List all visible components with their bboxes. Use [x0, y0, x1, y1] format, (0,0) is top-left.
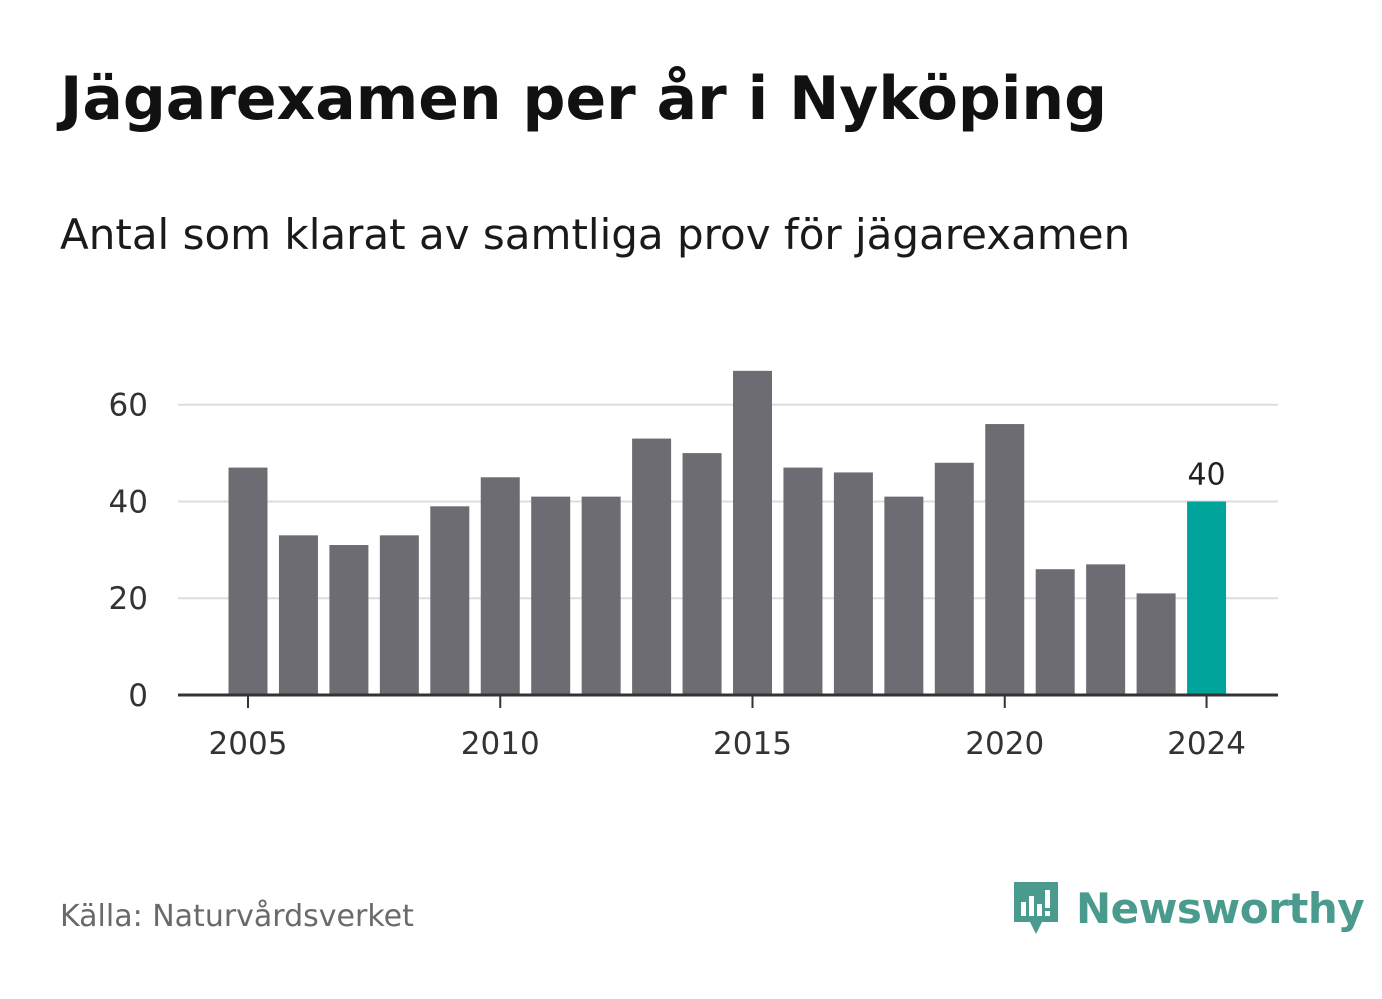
bar-layer: 40 [228, 370, 1227, 695]
bar-2009 [430, 506, 470, 695]
chart-subtitle: Antal som klarat av samtliga prov för jä… [60, 210, 1131, 259]
bar-2020 [985, 424, 1025, 695]
newsworthy-logo-icon [1014, 882, 1058, 934]
bar-2006 [278, 535, 318, 695]
y-tick-label: 20 [109, 581, 148, 617]
bar-chart: 40 0 20 40 60 2005 2010 2015 2020 2024 [109, 370, 1278, 762]
brand-logo[interactable]: Newsworthy [1010, 878, 1365, 938]
bar-2007 [329, 545, 369, 695]
bar-2008 [379, 535, 419, 695]
bar-2021 [1035, 569, 1075, 695]
bar-2013 [632, 438, 672, 695]
bar-2018 [884, 496, 924, 695]
bar-2024 [1187, 501, 1227, 695]
x-tick-label: 2024 [1167, 726, 1246, 762]
bar-2022 [1086, 564, 1126, 695]
bar-2016 [783, 467, 823, 695]
chart-title: Jägarexamen per år i Nyköping [60, 64, 1108, 134]
bar-2023 [1136, 593, 1176, 695]
y-tick-label: 40 [109, 484, 148, 520]
bar-2017 [833, 472, 873, 695]
bar-2015 [733, 370, 772, 695]
data-label: 40 [1187, 457, 1225, 492]
source-credit: Källa: Naturvårdsverket [60, 899, 414, 934]
bar-2012 [581, 496, 621, 695]
bar-2010 [480, 477, 520, 695]
axis-layer: 0 20 40 60 2005 2010 2015 2020 2024 [109, 388, 1278, 762]
y-tick-label: 60 [109, 388, 148, 424]
x-tick-label: 2005 [209, 726, 288, 762]
x-tick-label: 2010 [461, 726, 540, 762]
bar-2014 [682, 453, 722, 695]
x-tick-label: 2015 [713, 726, 792, 762]
bar-2011 [531, 496, 571, 695]
bar-2019 [934, 462, 974, 695]
brand-name: Newsworthy [1076, 883, 1365, 933]
x-tick-label: 2020 [965, 726, 1044, 762]
y-tick-label: 0 [128, 678, 148, 714]
bar-2005 [228, 467, 268, 695]
